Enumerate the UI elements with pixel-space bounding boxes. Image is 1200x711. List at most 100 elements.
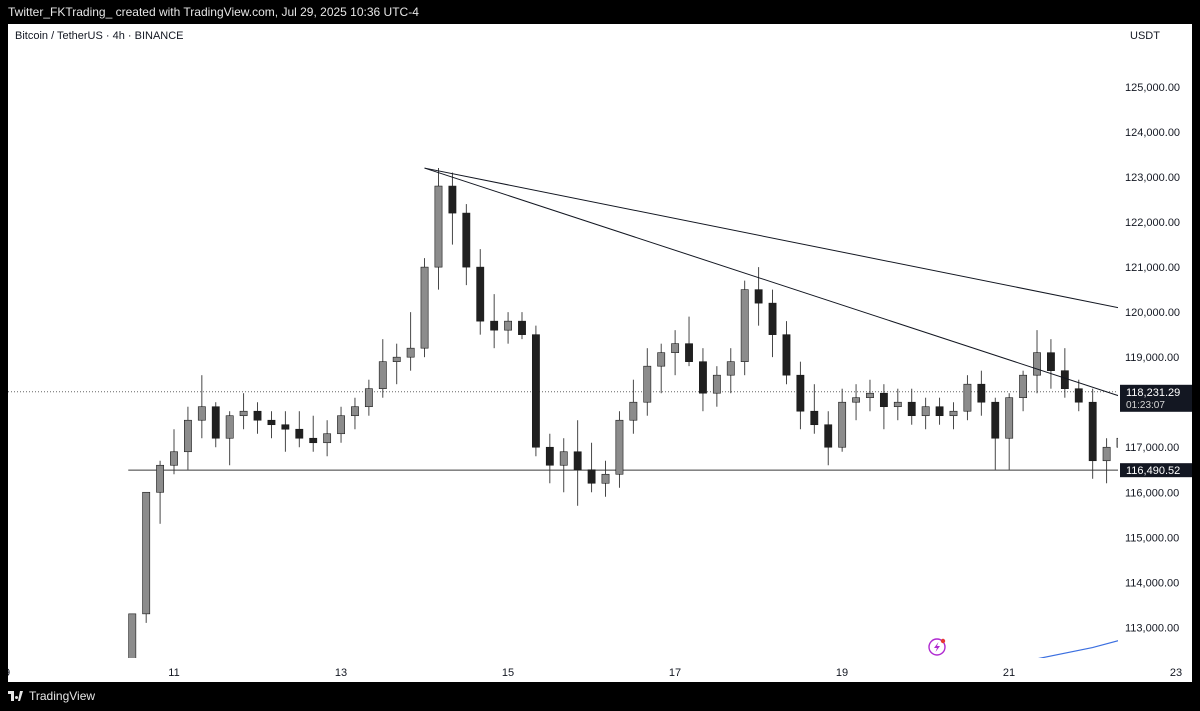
candle-body-up bbox=[643, 365, 652, 403]
candle-body-down bbox=[476, 266, 485, 322]
candle-body-up bbox=[239, 410, 248, 417]
candle bbox=[462, 204, 471, 286]
candle-body-up bbox=[128, 613, 137, 658]
y-tick-label: 117,000.00 bbox=[1125, 442, 1179, 454]
candle-body-down bbox=[531, 334, 540, 448]
y-tick-label: 114,000.00 bbox=[1125, 577, 1179, 589]
candle bbox=[295, 411, 304, 448]
candle-body-down bbox=[685, 343, 693, 362]
candle bbox=[1088, 388, 1097, 479]
candle bbox=[824, 411, 833, 466]
x-tick-label: 17 bbox=[669, 667, 681, 679]
candle-body-up bbox=[963, 383, 972, 412]
x-tick-label: 15 bbox=[502, 667, 514, 679]
candle-body-down bbox=[448, 185, 457, 214]
candle bbox=[448, 172, 457, 245]
candle bbox=[184, 406, 192, 470]
candle-body-up bbox=[1019, 374, 1028, 399]
x-tick-label: 23 bbox=[1170, 667, 1182, 679]
candle bbox=[657, 343, 666, 394]
candle-body-up bbox=[921, 406, 930, 417]
candle bbox=[476, 249, 485, 335]
tradingview-logo[interactable]: TradingView bbox=[8, 689, 95, 703]
candle bbox=[253, 402, 262, 434]
candle bbox=[573, 420, 582, 506]
candle-body-down bbox=[782, 334, 791, 376]
level-price-tag bbox=[1120, 463, 1192, 478]
candle bbox=[225, 411, 234, 466]
candle bbox=[434, 168, 443, 290]
candle bbox=[879, 384, 888, 430]
candle bbox=[239, 393, 248, 430]
candle bbox=[740, 280, 749, 376]
candle bbox=[726, 348, 735, 394]
candle bbox=[518, 312, 526, 340]
candle bbox=[949, 402, 958, 430]
candle-body-up bbox=[866, 392, 874, 399]
candle-body-up bbox=[852, 397, 860, 403]
candle-body-up bbox=[406, 347, 415, 358]
candle bbox=[504, 312, 512, 344]
candle bbox=[420, 258, 429, 358]
candle-body-down bbox=[977, 383, 986, 403]
symbol-title: Bitcoin / TetherUS · 4h · BINANCE bbox=[15, 30, 184, 42]
candle bbox=[768, 289, 777, 358]
candle-body-up bbox=[615, 419, 624, 475]
candle bbox=[211, 402, 220, 448]
candle-body-up bbox=[1159, 339, 1166, 353]
candle-body-down bbox=[253, 410, 262, 421]
candle bbox=[1005, 393, 1014, 470]
x-tick-label: 19 bbox=[836, 667, 848, 679]
candle bbox=[921, 397, 930, 430]
candle bbox=[156, 460, 165, 524]
candle-body-down bbox=[699, 361, 707, 394]
candle bbox=[1033, 330, 1041, 394]
candle bbox=[977, 370, 986, 416]
candle bbox=[559, 438, 568, 493]
candle-body-up bbox=[434, 185, 443, 268]
candle bbox=[838, 388, 847, 452]
candle-body-down bbox=[281, 424, 290, 430]
candle bbox=[1047, 339, 1055, 389]
candle bbox=[378, 339, 387, 398]
candle bbox=[337, 406, 345, 443]
candle-body-down bbox=[1074, 388, 1083, 403]
candle-body-down bbox=[907, 401, 916, 417]
candle bbox=[866, 379, 874, 412]
candle bbox=[810, 384, 819, 434]
candle-body-down bbox=[754, 289, 763, 304]
candle bbox=[170, 429, 178, 475]
header-credit: Twitter_FKTrading_ created with TradingV… bbox=[8, 5, 419, 19]
lightning-badge-icon[interactable] bbox=[928, 638, 946, 656]
candle-body-up bbox=[657, 352, 666, 367]
candle-body-down bbox=[309, 437, 318, 444]
candle-body-down bbox=[587, 469, 596, 484]
x-tick-label: 13 bbox=[335, 667, 347, 679]
header-bar: Twitter_FKTrading_ created with TradingV… bbox=[0, 0, 1200, 24]
candle bbox=[323, 420, 332, 457]
tradingview-logo-text: TradingView bbox=[29, 689, 96, 703]
y-tick-label: 124,000.00 bbox=[1125, 127, 1180, 139]
candle-body-up bbox=[949, 410, 958, 417]
candle-body-down bbox=[991, 401, 1000, 439]
candle bbox=[1019, 370, 1028, 412]
candle-body-up bbox=[671, 343, 680, 353]
candle-body-up bbox=[184, 419, 192, 453]
trendline bbox=[424, 167, 1118, 397]
candle bbox=[281, 411, 290, 452]
candle-body-up bbox=[1116, 437, 1118, 448]
candle-body-down bbox=[573, 451, 582, 471]
candle bbox=[490, 294, 499, 349]
candle bbox=[893, 388, 902, 421]
y-tick-label: 123,000.00 bbox=[1125, 172, 1180, 184]
candle bbox=[392, 343, 401, 385]
chart-panel[interactable]: 113,000.00 114,000.00 115,000.00 116,000.00… bbox=[8, 24, 1192, 682]
candle-body-up bbox=[156, 464, 165, 493]
x-tick-label: 11 bbox=[168, 667, 179, 679]
x-tick-label: 21 bbox=[1003, 667, 1015, 679]
price-chart[interactable]: 113,000.00 114,000.00 115,000.00 116,000.00… bbox=[8, 24, 1192, 682]
candle bbox=[142, 491, 151, 623]
candle-body-up bbox=[1173, 326, 1180, 340]
y-tick-label: 115,000.00 bbox=[1125, 532, 1179, 544]
y-tick-label: 116,000.00 bbox=[1125, 487, 1179, 499]
